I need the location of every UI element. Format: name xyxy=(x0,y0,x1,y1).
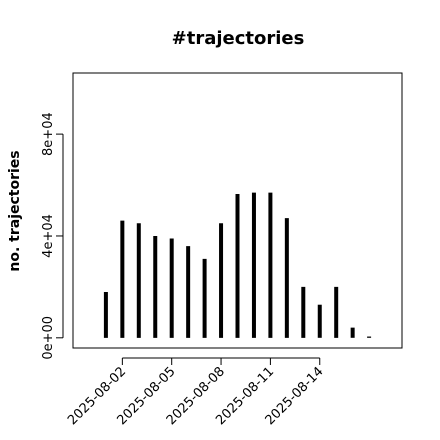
y-tick-label: 0e+00 xyxy=(41,316,56,360)
y-tick-label: 8e+04 xyxy=(41,112,56,156)
y-axis-label: no. trajectories xyxy=(7,150,23,271)
y-tick-label: 4e+04 xyxy=(41,214,56,258)
chart-title: #trajectories xyxy=(172,28,305,49)
plot-box xyxy=(72,72,403,349)
